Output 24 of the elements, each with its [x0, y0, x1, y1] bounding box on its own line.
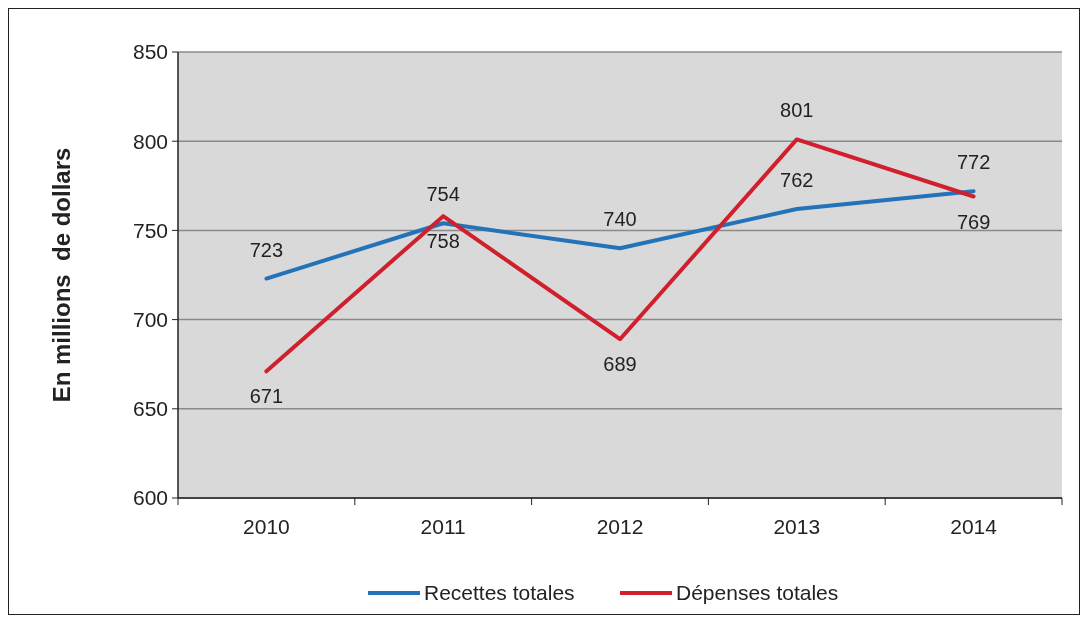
data-label: 769: [956, 210, 991, 233]
x-tick-label: 2012: [596, 515, 644, 538]
data-label: 772: [956, 151, 991, 174]
y-tick-label: 700: [132, 307, 168, 331]
x-tick-label: 2011: [420, 515, 466, 538]
data-label: 671: [249, 385, 284, 408]
data-label: 762: [780, 168, 814, 191]
data-label: 740: [603, 208, 637, 231]
data-label: 723: [249, 238, 284, 261]
y-tick-label: 600: [132, 486, 168, 510]
y-axis-title: En millions de dollars: [48, 147, 75, 403]
y-tick-label: 750: [132, 218, 168, 242]
y-tick-label: 850: [132, 40, 168, 64]
data-label: 754: [426, 183, 460, 206]
x-tick-label: 2010: [243, 515, 290, 538]
x-tick-label: 2013: [773, 515, 821, 538]
y-tick-label: 650: [132, 397, 168, 421]
data-label: 758: [426, 230, 460, 253]
data-label: 689: [603, 353, 637, 376]
legend-label: Dépenses totales: [676, 581, 839, 605]
legend-label: Recettes totales: [424, 581, 575, 605]
y-tick-label: 800: [132, 129, 168, 153]
data-label: 801: [780, 99, 814, 122]
x-tick-label: 2014: [950, 515, 998, 538]
